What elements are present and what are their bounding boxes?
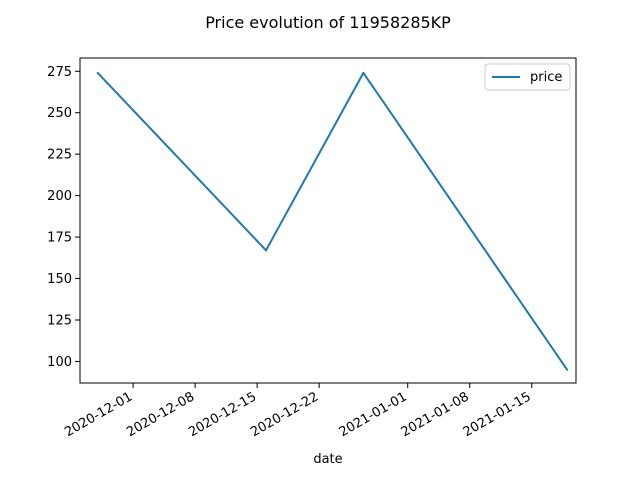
legend-label-price: price (530, 70, 562, 85)
x-tick-label: 2020-12-08 (124, 389, 197, 440)
chart-title: Price evolution of 11958285KP (205, 13, 451, 32)
series-line-price (96, 71, 568, 371)
y-tick-label: 100 (47, 355, 72, 370)
x-axis-label: date (313, 452, 342, 467)
y-tick-label: 275 (47, 65, 72, 80)
y-tick-label: 150 (47, 272, 72, 287)
x-tick-label: 2020-12-15 (186, 389, 259, 440)
data-point (566, 368, 569, 371)
y-tick-label: 125 (47, 313, 72, 328)
y-tick-label: 225 (47, 148, 72, 163)
x-tick-label: 2021-01-15 (461, 389, 534, 440)
x-tick-label: 2021-01-08 (399, 389, 472, 440)
y-axis: 100 125 150 175 200 225 250 275 (47, 65, 80, 370)
y-tick-label: 250 (47, 106, 72, 121)
series-layer (96, 71, 569, 371)
x-tick-label: 2020-12-01 (62, 389, 135, 440)
y-tick-label: 200 (47, 189, 72, 204)
plot-frame (79, 57, 577, 384)
x-tick-label: 2020-12-22 (248, 389, 321, 440)
data-point (265, 249, 267, 252)
x-axis: 2020-12-012020-12-082020-12-152020-12-22… (62, 383, 534, 440)
data-point (96, 71, 99, 74)
legend-box (484, 63, 571, 91)
y-tick-label: 175 (47, 231, 72, 246)
data-point (362, 71, 365, 74)
legend: price (484, 63, 571, 91)
x-tick-label: 2021-01-01 (337, 389, 410, 440)
